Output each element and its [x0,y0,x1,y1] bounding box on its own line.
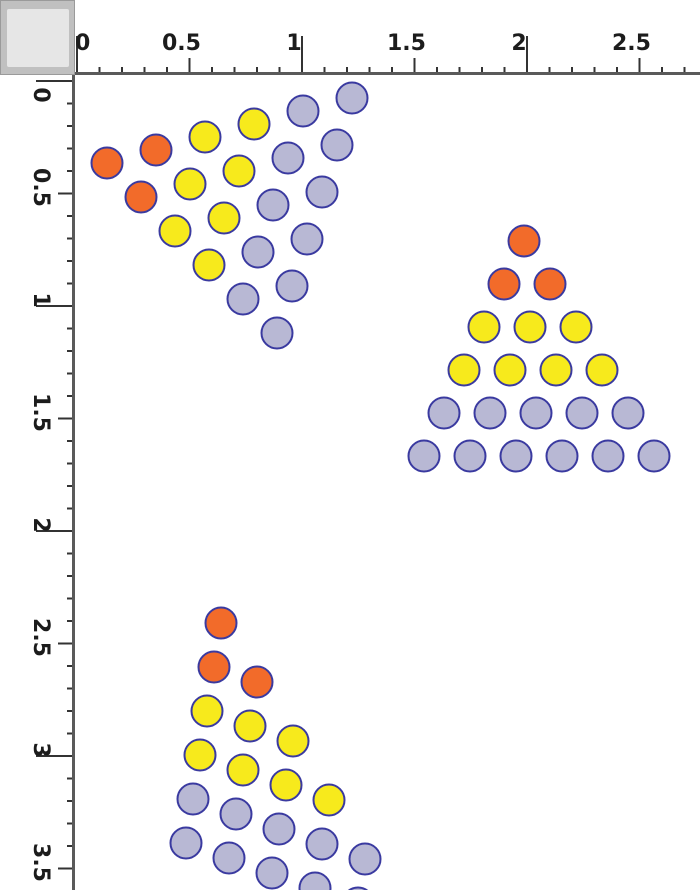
yellow-circle[interactable] [173,167,207,201]
lavender-circle[interactable] [545,439,579,473]
yellow-circle[interactable] [269,768,303,802]
vertical-ruler-label: 3.5 [28,843,53,882]
lavender-circle[interactable] [407,439,441,473]
lavender-circle[interactable] [565,396,599,430]
lavender-circle[interactable] [275,269,309,303]
lavender-circle[interactable] [212,841,246,875]
yellow-circle[interactable] [539,353,573,387]
lavender-circle[interactable] [453,439,487,473]
vertical-ruler[interactable]: 0 0.5 1 1.5 2 2.5 3 3.5 [0,75,75,890]
lavender-circle[interactable] [591,439,625,473]
yellow-circle[interactable] [190,694,224,728]
orange-circle[interactable] [124,180,158,214]
lavender-circle[interactable] [519,396,553,430]
vertical-ruler-label: 0.5 [28,168,53,207]
orange-circle[interactable] [90,146,124,180]
lavender-circle[interactable] [637,439,671,473]
yellow-circle[interactable] [493,353,527,387]
yellow-circle[interactable] [183,738,217,772]
yellow-circle[interactable] [158,214,192,248]
vertical-ruler-label: 0 [28,87,53,102]
yellow-circle[interactable] [312,783,346,817]
horizontal-ruler-label: 2.5 [612,31,651,56]
ruler-corner [0,0,75,75]
yellow-circle[interactable] [237,107,271,141]
yellow-circle[interactable] [467,310,501,344]
vertical-ruler-label: 3 [28,742,53,757]
horizontal-ruler-label: 0.5 [162,31,201,56]
drawing-canvas[interactable] [75,75,700,890]
orange-circle[interactable] [507,224,541,258]
yellow-circle[interactable] [207,201,241,235]
vertical-ruler-label: 2 [28,517,53,532]
vertical-ruler-label: 1.5 [28,393,53,432]
vertical-ruler-label: 2.5 [28,618,53,657]
vertical-ruler-scale: 0 0.5 1 1.5 2 2.5 3 3.5 [28,80,72,882]
yellow-circle[interactable] [222,154,256,188]
orange-circle[interactable] [240,665,274,699]
lavender-circle[interactable] [169,826,203,860]
lavender-circle[interactable] [348,842,382,876]
triangle-top-left[interactable] [90,81,369,350]
yellow-circle[interactable] [226,753,260,787]
yellow-circle[interactable] [188,120,222,154]
orange-circle[interactable] [487,267,521,301]
lavender-circle[interactable] [260,316,294,350]
lavender-circle[interactable] [298,871,332,890]
horizontal-ruler-label: 2 [511,31,526,56]
lavender-circle[interactable] [473,396,507,430]
horizontal-ruler-label: 1 [286,31,301,56]
orange-circle[interactable] [139,133,173,167]
yellow-circle[interactable] [233,709,267,743]
orange-circle[interactable] [197,650,231,684]
shapes-layer [90,81,671,890]
triangle-right[interactable] [407,224,671,473]
lavender-circle[interactable] [335,81,369,115]
lavender-circle[interactable] [290,222,324,256]
horizontal-ruler[interactable]: 0 0.5 1 1.5 2 2.5 [75,0,700,75]
lavender-circle[interactable] [256,188,290,222]
horizontal-ruler-label: 0 [75,31,90,56]
yellow-circle[interactable] [192,248,226,282]
yellow-circle[interactable] [585,353,619,387]
lavender-circle[interactable] [611,396,645,430]
orange-circle[interactable] [204,606,238,640]
horizontal-ruler-label: 1.5 [387,31,426,56]
lavender-circle[interactable] [271,141,305,175]
yellow-circle[interactable] [513,310,547,344]
lavender-circle[interactable] [305,827,339,861]
lavender-circle[interactable] [499,439,533,473]
lavender-circle[interactable] [286,94,320,128]
lavender-circle[interactable] [427,396,461,430]
lavender-circle[interactable] [241,235,275,269]
orange-circle[interactable] [533,267,567,301]
yellow-circle[interactable] [559,310,593,344]
triangle-bottom-left[interactable] [169,606,417,890]
yellow-circle[interactable] [447,353,481,387]
lavender-circle[interactable] [176,782,210,816]
lavender-circle[interactable] [255,856,289,890]
horizontal-ruler-scale: 0 0.5 1 1.5 2 2.5 [75,31,686,72]
lavender-circle[interactable] [343,886,374,890]
lavender-circle[interactable] [219,797,253,831]
lavender-circle[interactable] [226,282,260,316]
lavender-circle[interactable] [262,812,296,846]
vertical-ruler-label: 1 [28,292,53,307]
lavender-circle[interactable] [305,175,339,209]
yellow-circle[interactable] [276,724,310,758]
lavender-circle[interactable] [320,128,354,162]
